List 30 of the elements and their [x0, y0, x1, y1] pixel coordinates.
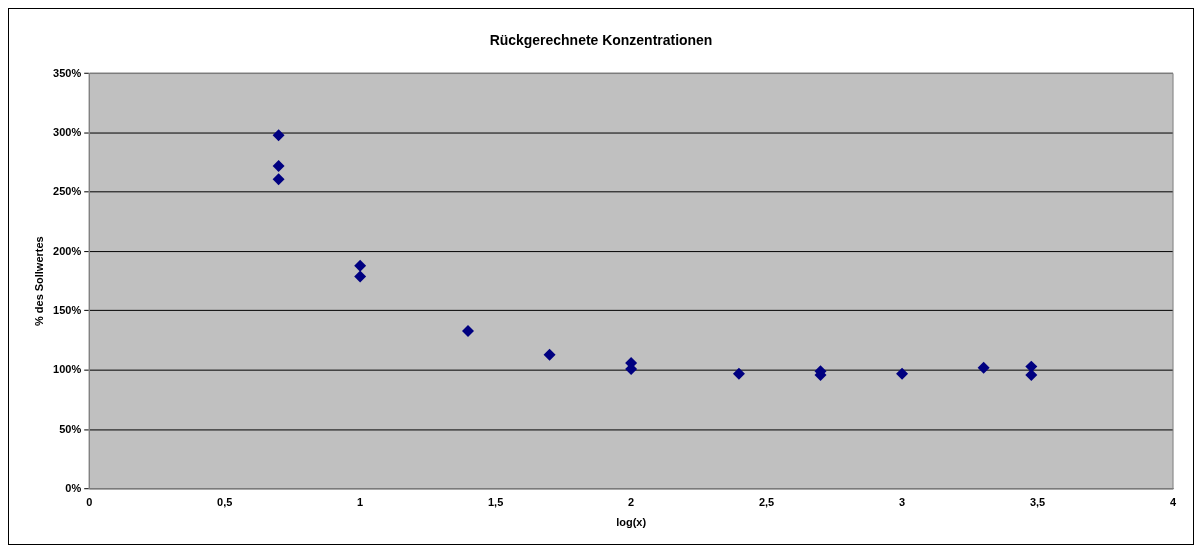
chart-title: Rückgerechnete Konzentrationen	[489, 32, 713, 49]
x-tick-label: 2	[628, 496, 635, 509]
y-tick-label: 150%	[53, 303, 82, 316]
x-tick-label: 0	[86, 496, 93, 509]
point	[354, 259, 367, 272]
y-tick-label: 350%	[53, 66, 82, 79]
y-axis-title: % des Sollwertes	[32, 236, 45, 326]
y-tick-label: 200%	[53, 244, 82, 257]
x-tick-label: 1	[357, 496, 364, 509]
x-tick-label: 0,5	[217, 496, 233, 509]
point	[896, 367, 909, 380]
x-tick-label: 1,5	[488, 496, 504, 509]
point	[272, 173, 285, 186]
point	[354, 270, 367, 283]
point	[272, 160, 285, 173]
point	[543, 348, 556, 361]
y-tick-label: 0%	[65, 481, 82, 494]
x-tick-label: 3	[899, 496, 906, 509]
point	[462, 325, 474, 337]
y-tick-label: 50%	[59, 422, 82, 435]
point	[272, 129, 285, 142]
point	[732, 367, 745, 380]
x-tick-label: 4	[1169, 496, 1177, 509]
y-tick-label: 250%	[53, 185, 82, 198]
x-axis-title: log(x)	[616, 516, 647, 529]
x-tick-label: 2,5	[758, 496, 775, 509]
y-tick-label: 100%	[53, 363, 82, 376]
y-tick-label: 300%	[53, 125, 82, 138]
x-tick-label: 3,5	[1029, 496, 1046, 509]
point	[977, 361, 990, 374]
